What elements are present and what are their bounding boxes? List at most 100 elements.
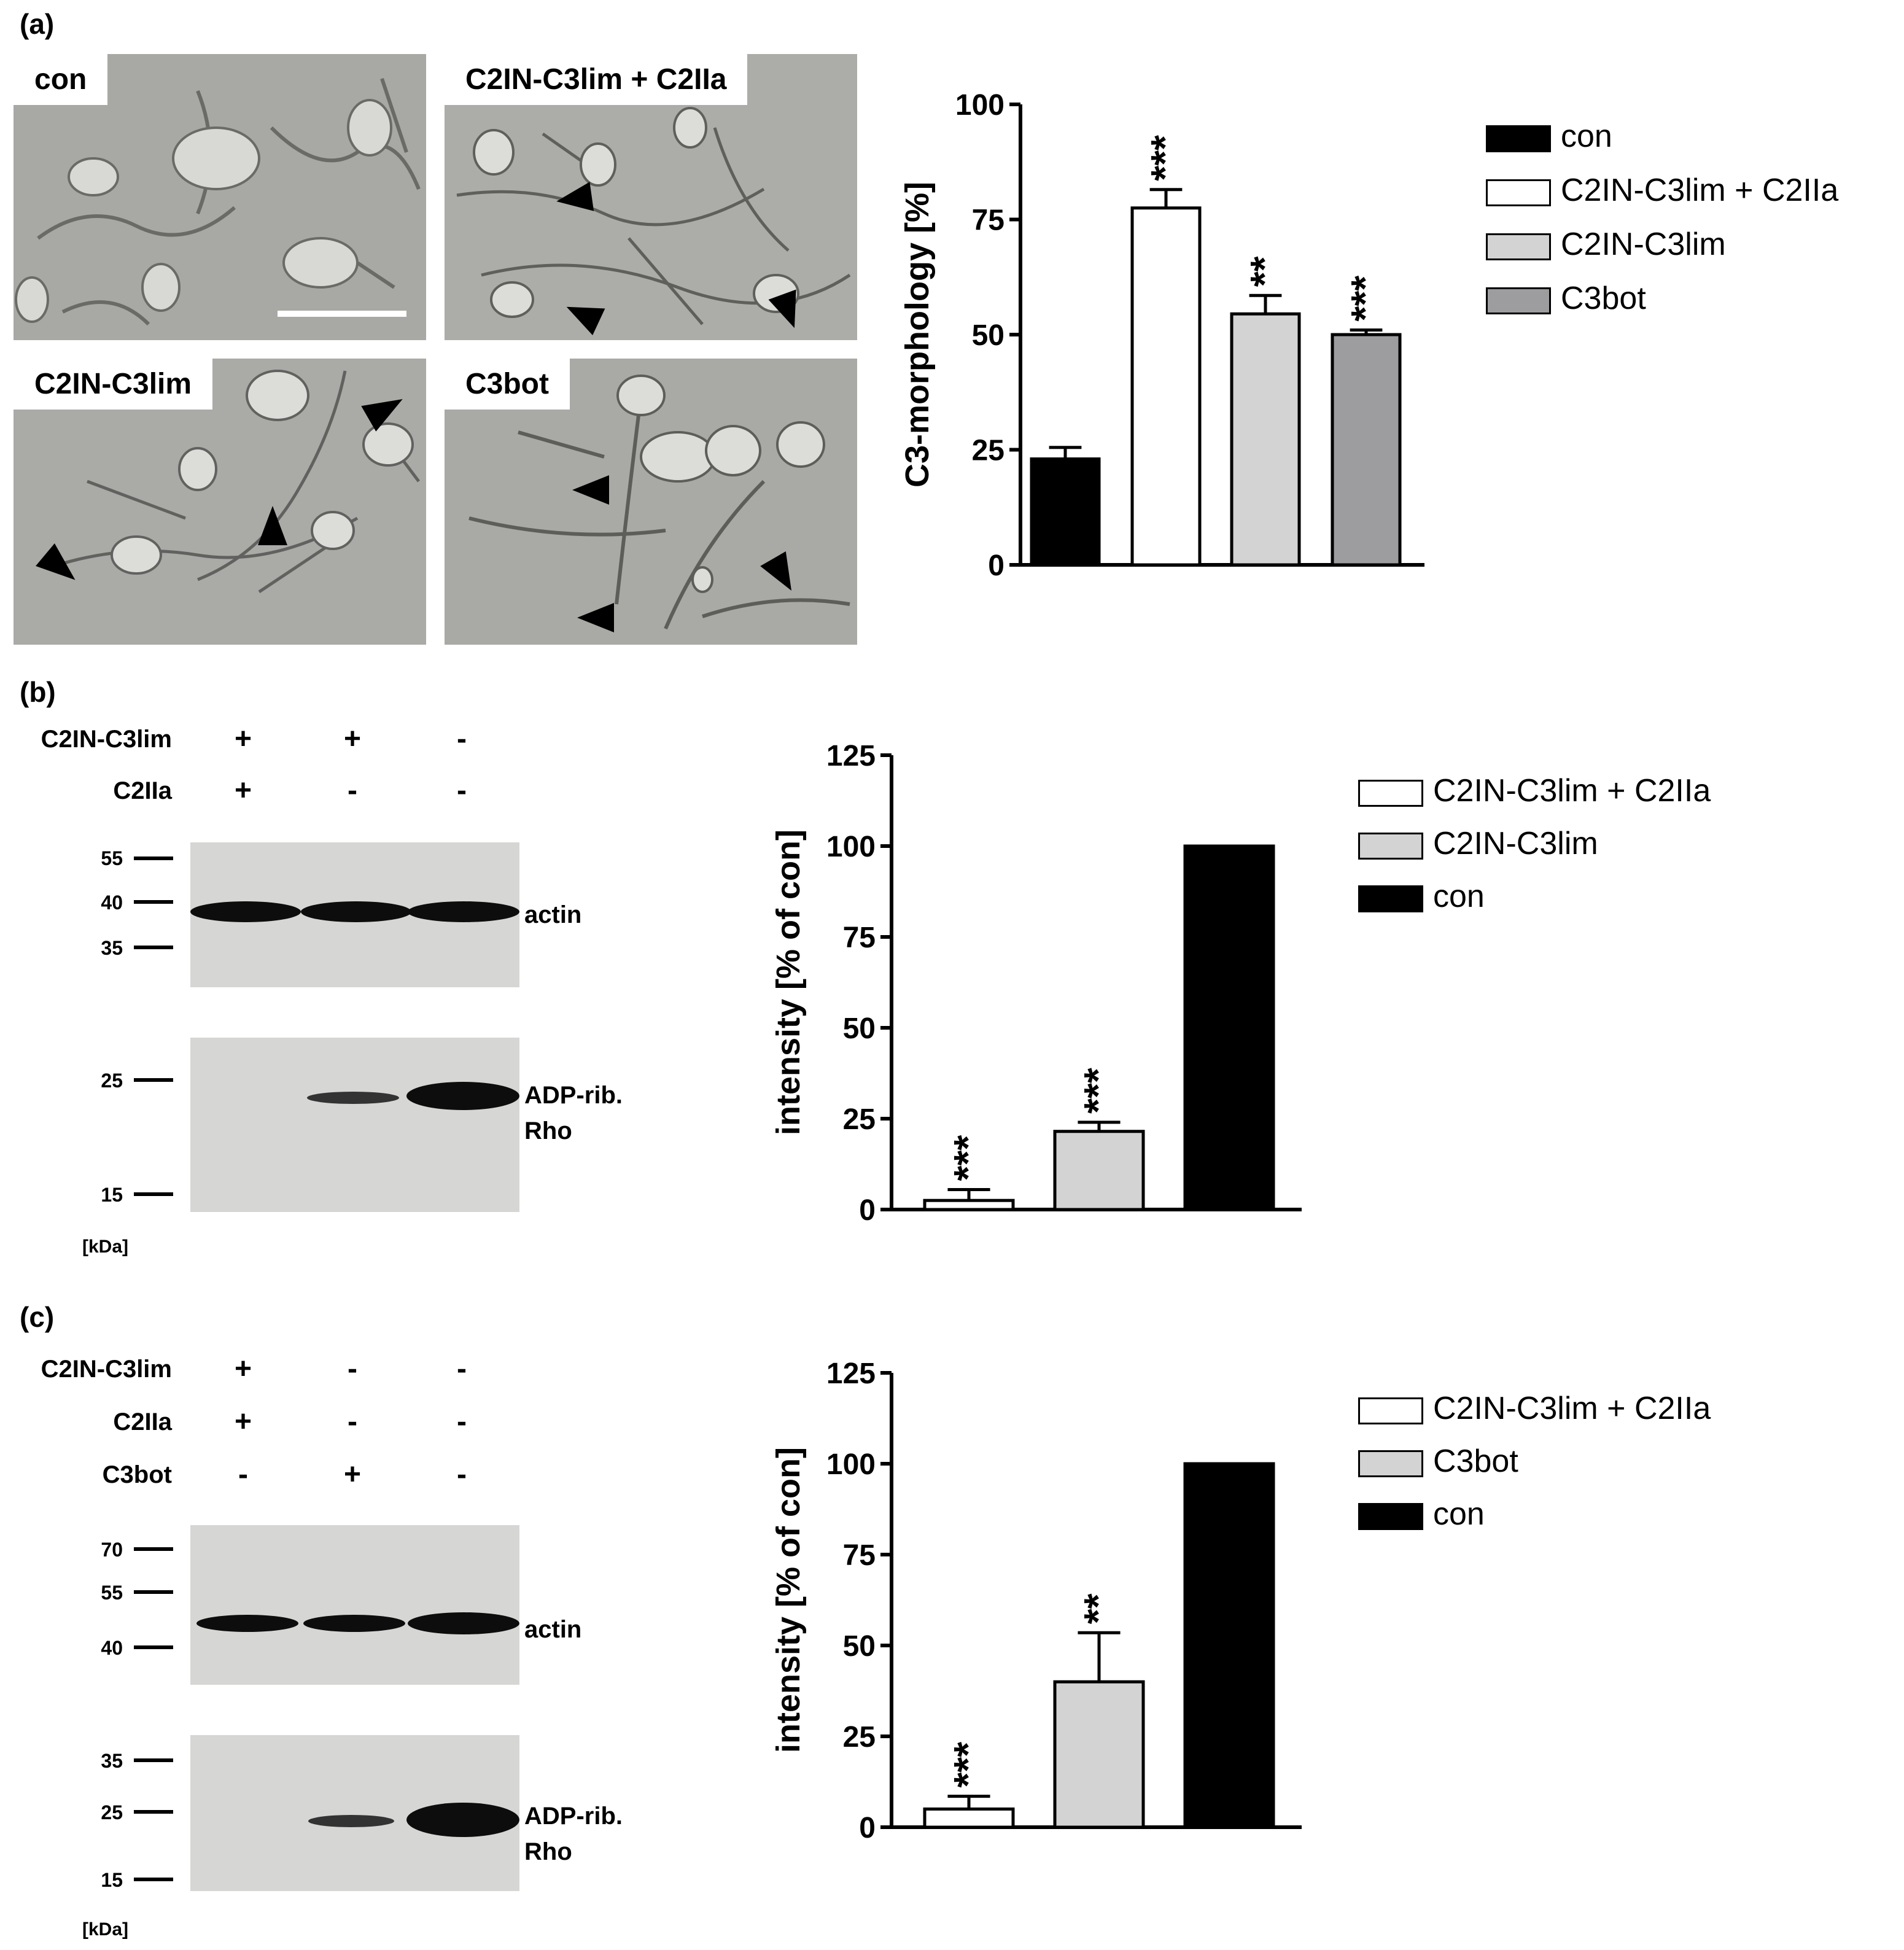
legend-swatch bbox=[1358, 885, 1423, 912]
mw-tick bbox=[134, 1810, 173, 1814]
bar bbox=[1331, 333, 1402, 567]
legend-label: C2IN-C3lim + C2IIa bbox=[1561, 173, 1839, 208]
y-axis-label: intensity [% of con] bbox=[774, 829, 807, 1135]
kda-unit-label: [kDa] bbox=[82, 1919, 129, 1940]
legend-swatch bbox=[1486, 287, 1551, 314]
micrograph-label-con: con bbox=[14, 54, 108, 105]
legend-label: C2IN-C3lim bbox=[1433, 826, 1598, 861]
sign: - bbox=[457, 723, 467, 755]
panel-b-label: (b) bbox=[20, 676, 56, 708]
mw-marker: 25 bbox=[101, 1801, 123, 1824]
legend-swatch bbox=[1486, 125, 1551, 152]
y-tick-label: 125 bbox=[826, 1358, 876, 1390]
western-blot-adp-rib-rho bbox=[190, 1735, 519, 1891]
micrograph-c2in-c3lim-c2iia: C2IN-C3lim + C2IIa bbox=[445, 54, 857, 340]
band-label-adp-rib: ADP-rib. bbox=[524, 1082, 623, 1109]
y-tick-label: 100 bbox=[826, 831, 876, 863]
mw-tick bbox=[134, 1878, 173, 1881]
legend-swatch bbox=[1358, 1450, 1423, 1477]
blot-band bbox=[406, 1082, 519, 1110]
y-axis-label: intensity [% of con] bbox=[774, 1447, 807, 1753]
y-tick-label: 100 bbox=[826, 1448, 876, 1481]
blot-band bbox=[196, 1615, 298, 1632]
y-axis-label: C3-morphology [%] bbox=[899, 182, 936, 487]
scale-bar bbox=[278, 311, 406, 317]
row-label-c2iia: C2IIa bbox=[113, 777, 172, 804]
sign: + bbox=[234, 1353, 252, 1385]
bar bbox=[1030, 457, 1101, 567]
y-tick-label: 75 bbox=[843, 922, 876, 954]
mw-marker: 40 bbox=[101, 891, 123, 914]
significance-label: *** bbox=[946, 1742, 990, 1788]
legend-swatch bbox=[1358, 1397, 1423, 1424]
legend-swatch bbox=[1358, 1503, 1423, 1530]
mw-tick bbox=[134, 1192, 173, 1196]
micrograph-label-c3bot: C3bot bbox=[445, 359, 570, 410]
sign: + bbox=[234, 1405, 252, 1438]
significance-label: *** bbox=[1343, 276, 1387, 322]
sign: - bbox=[238, 1458, 248, 1491]
sign: - bbox=[457, 1353, 467, 1385]
sign: + bbox=[343, 1458, 362, 1491]
legend-panel-a: con C2IN-C3lim + C2IIa C2IN-C3lim C3bot bbox=[1486, 118, 1903, 327]
legend-swatch bbox=[1358, 833, 1423, 860]
y-tick-label: 125 bbox=[826, 740, 876, 772]
micrograph-c3bot: C3bot bbox=[445, 359, 857, 645]
mw-tick bbox=[134, 900, 173, 904]
y-tick-label: 100 bbox=[955, 89, 1004, 122]
kda-unit-label: [kDa] bbox=[82, 1237, 129, 1257]
micrograph-c2in-c3lim: C2IN-C3lim bbox=[14, 359, 426, 645]
mw-tick bbox=[134, 1590, 173, 1594]
band-label-actin: actin bbox=[524, 901, 582, 928]
western-blot-actin bbox=[190, 1525, 519, 1685]
row-label-c2in-c3lim: C2IN-C3lim bbox=[41, 726, 172, 753]
blot-band bbox=[303, 1615, 405, 1632]
sign: + bbox=[234, 774, 252, 807]
micrograph-label-c2in-c3lim: C2IN-C3lim bbox=[14, 359, 213, 410]
sign: - bbox=[348, 1405, 357, 1438]
micrograph-con: con bbox=[14, 54, 426, 340]
legend-label: con bbox=[1561, 118, 1612, 154]
blot-band bbox=[301, 901, 411, 922]
y-tick-label: 25 bbox=[972, 435, 1004, 467]
panel-a-label: (a) bbox=[20, 8, 55, 40]
mw-tick bbox=[134, 946, 173, 949]
y-tick-label: 50 bbox=[843, 1630, 876, 1663]
sign: - bbox=[457, 1405, 467, 1438]
y-tick-label: 25 bbox=[843, 1103, 876, 1136]
mw-tick bbox=[134, 857, 173, 860]
arrowhead-marker bbox=[258, 506, 287, 545]
bar bbox=[1230, 312, 1301, 567]
arrowhead-marker bbox=[554, 182, 594, 216]
panel-c-label: (c) bbox=[20, 1301, 55, 1333]
legend-label: C3bot bbox=[1433, 1443, 1518, 1479]
western-blot-actin bbox=[190, 842, 519, 987]
band-label-rho: Rho bbox=[524, 1117, 572, 1144]
row-label-c2in-c3lim: C2IN-C3lim bbox=[41, 1356, 172, 1383]
bar bbox=[1130, 206, 1202, 567]
mw-marker: 55 bbox=[101, 1582, 123, 1604]
legend-label: con bbox=[1433, 1496, 1485, 1532]
mw-tick bbox=[134, 1078, 173, 1082]
sign: - bbox=[457, 774, 467, 807]
legend-swatch bbox=[1358, 780, 1423, 807]
significance-label: ** bbox=[1076, 1593, 1120, 1624]
legend-label: C2IN-C3lim + C2IIa bbox=[1433, 773, 1711, 809]
blot-band bbox=[308, 1815, 394, 1827]
bar bbox=[1053, 1130, 1145, 1211]
y-tick-label: 25 bbox=[843, 1721, 876, 1754]
blot-band bbox=[408, 901, 519, 922]
blot-band bbox=[408, 1612, 519, 1634]
significance-label: *** bbox=[946, 1135, 990, 1181]
y-tick-label: 0 bbox=[859, 1812, 876, 1844]
mw-tick bbox=[134, 1645, 173, 1649]
mw-marker: 15 bbox=[101, 1184, 123, 1206]
western-blot-adp-rib-rho bbox=[190, 1038, 519, 1212]
micrograph-label-c2in-c3lim-c2iia: C2IN-C3lim + C2IIa bbox=[445, 54, 748, 105]
y-tick-label: 0 bbox=[988, 550, 1004, 582]
significance-label: ** bbox=[1242, 256, 1286, 287]
mw-marker: 35 bbox=[101, 1750, 123, 1772]
mw-tick bbox=[134, 1758, 173, 1762]
